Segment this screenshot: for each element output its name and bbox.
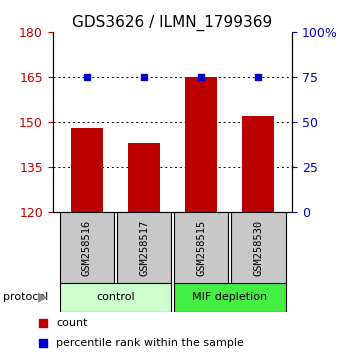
Text: GSM258515: GSM258515 <box>196 220 206 276</box>
Bar <box>128 143 160 212</box>
Bar <box>59 212 114 283</box>
Bar <box>185 77 217 212</box>
Title: GDS3626 / ILMN_1799369: GDS3626 / ILMN_1799369 <box>72 14 273 30</box>
Bar <box>71 128 103 212</box>
Text: protocol: protocol <box>3 292 49 302</box>
Point <box>41 341 46 346</box>
Bar <box>242 116 274 212</box>
Point <box>198 74 204 80</box>
Point <box>255 74 261 80</box>
Text: GSM258530: GSM258530 <box>253 220 263 276</box>
Bar <box>117 212 171 283</box>
Text: MIF depletion: MIF depletion <box>192 292 267 302</box>
Text: GSM258516: GSM258516 <box>82 220 92 276</box>
Point <box>84 74 90 80</box>
Bar <box>59 283 171 312</box>
Text: percentile rank within the sample: percentile rank within the sample <box>56 338 244 348</box>
Bar <box>231 212 286 283</box>
Text: ▶: ▶ <box>38 291 47 304</box>
Bar <box>174 212 228 283</box>
Text: control: control <box>96 292 135 302</box>
Point <box>141 74 147 80</box>
Text: count: count <box>56 318 88 329</box>
Text: GSM258517: GSM258517 <box>139 220 149 276</box>
Bar <box>174 283 286 312</box>
Point <box>41 321 46 326</box>
